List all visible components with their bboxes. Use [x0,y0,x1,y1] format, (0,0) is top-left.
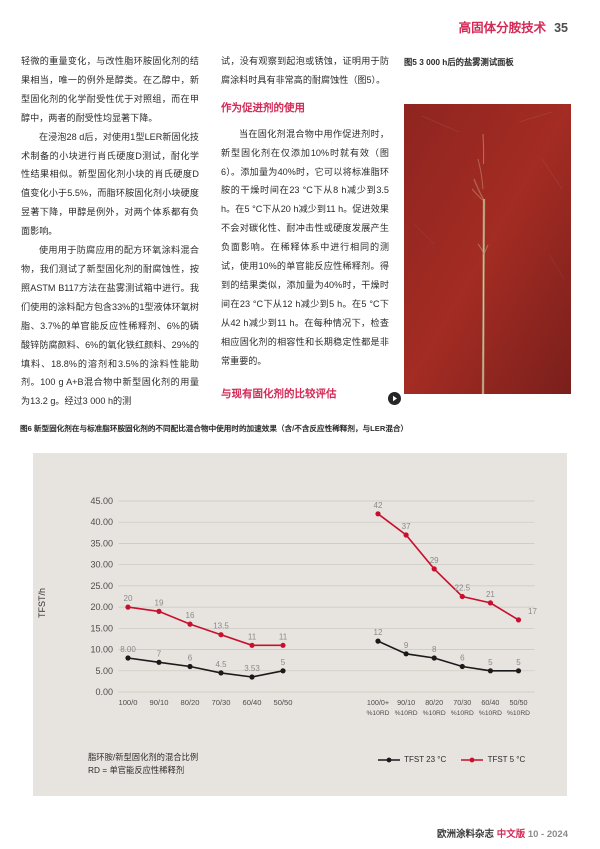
svg-text:35.00: 35.00 [90,539,113,549]
svg-text:42: 42 [374,501,383,510]
svg-text:6: 6 [460,654,465,663]
svg-text:15.00: 15.00 [90,623,113,633]
svg-text:45.00: 45.00 [90,496,113,506]
svg-text:21: 21 [486,590,495,599]
svg-text:11: 11 [248,632,257,641]
svg-text:19: 19 [155,598,164,607]
svg-text:8: 8 [432,645,437,654]
svg-text:25.00: 25.00 [90,581,113,591]
svg-text:%10RD: %10RD [423,710,446,717]
svg-text:9: 9 [404,641,409,650]
svg-text:17: 17 [528,607,537,616]
svg-text:13.5: 13.5 [213,622,229,631]
svg-text:16: 16 [186,611,195,620]
svg-text:5: 5 [488,658,493,667]
svg-text:%10RD: %10RD [479,710,502,717]
svg-text:37: 37 [402,522,411,531]
svg-text:80/20: 80/20 [425,698,443,707]
svg-text:4.5: 4.5 [215,660,227,669]
svg-text:60/40: 60/40 [242,698,261,707]
svg-text:8.00: 8.00 [120,645,136,654]
svg-text:50/50: 50/50 [273,698,292,707]
svg-text:%10RD: %10RD [366,710,389,717]
svg-text:5: 5 [516,658,521,667]
svg-text:22.5: 22.5 [455,584,471,593]
svg-text:%10RD: %10RD [451,710,474,717]
svg-text:5: 5 [281,658,286,667]
svg-text:50/50: 50/50 [510,698,528,707]
svg-text:90/10: 90/10 [397,698,415,707]
svg-text:20: 20 [124,594,133,603]
svg-text:40.00: 40.00 [90,517,113,527]
svg-text:70/30: 70/30 [453,698,471,707]
svg-text:3.53: 3.53 [244,664,260,673]
svg-text:%10RD: %10RD [395,710,418,717]
svg-text:11: 11 [279,632,288,641]
svg-text:100/0+: 100/0+ [367,698,389,707]
svg-text:10.00: 10.00 [90,645,113,655]
svg-text:12: 12 [374,628,383,637]
svg-text:%10RD: %10RD [507,710,530,717]
svg-text:30.00: 30.00 [90,560,113,570]
svg-text:7: 7 [157,649,162,658]
svg-text:6: 6 [188,654,193,663]
svg-text:70/30: 70/30 [211,698,230,707]
svg-text:5.00: 5.00 [95,666,113,676]
svg-text:29: 29 [430,556,439,565]
svg-text:TFST/h: TFST/h [37,588,47,618]
svg-text:60/40: 60/40 [481,698,499,707]
svg-text:100/0: 100/0 [118,698,137,707]
svg-text:20.00: 20.00 [90,602,113,612]
svg-text:80/20: 80/20 [180,698,199,707]
svg-text:90/10: 90/10 [149,698,168,707]
svg-text:0.00: 0.00 [95,687,113,697]
